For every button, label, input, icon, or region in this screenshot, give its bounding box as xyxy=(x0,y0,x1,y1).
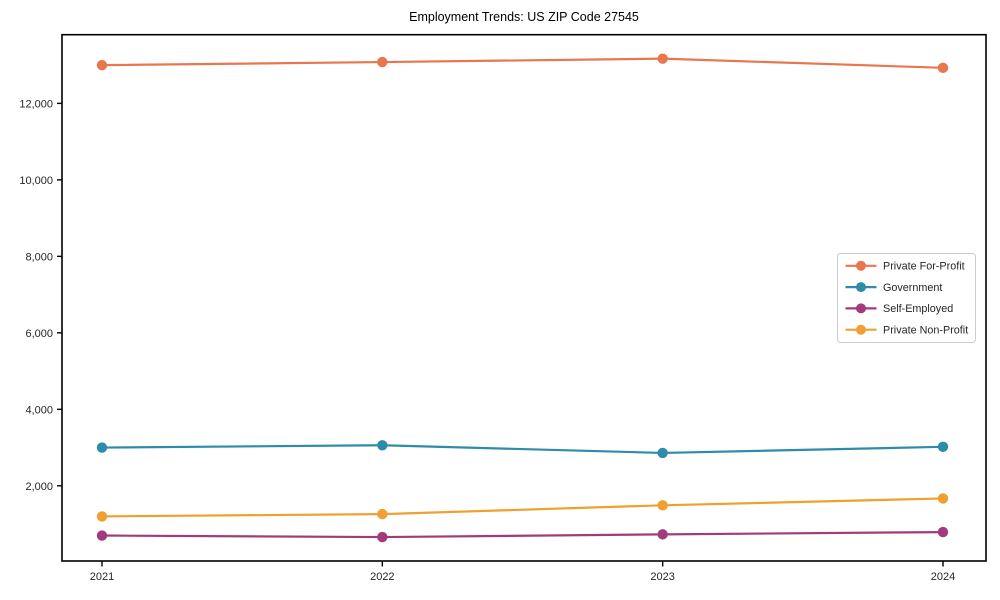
x-tick-label: 2022 xyxy=(370,571,394,583)
data-point-marker xyxy=(96,442,108,453)
data-point-marker xyxy=(377,440,388,451)
data-point-marker xyxy=(96,511,108,522)
x-tick-label: 2024 xyxy=(931,571,955,583)
y-tick-label: 12,000 xyxy=(19,98,53,110)
data-point-marker xyxy=(657,500,668,511)
data-point-marker xyxy=(657,53,668,64)
chart-title: Employment Trends: US ZIP Code 27545 xyxy=(409,10,639,24)
legend-label: Private Non-Profit xyxy=(883,325,968,337)
data-point-marker xyxy=(657,529,668,540)
y-tick-label: 4,000 xyxy=(25,404,53,416)
data-point-marker xyxy=(377,508,388,520)
data-point-marker xyxy=(377,531,388,543)
legend-box xyxy=(837,253,976,343)
series-line xyxy=(101,57,944,69)
series-line xyxy=(101,530,944,539)
legend-label: Self-Employed xyxy=(883,303,953,315)
legend-label: Government xyxy=(883,282,942,294)
x-tick-label: 2023 xyxy=(650,571,674,583)
data-point-marker xyxy=(96,59,108,71)
series-line xyxy=(101,497,944,518)
data-point-marker xyxy=(937,441,949,453)
data-point-marker xyxy=(96,530,108,541)
series-line xyxy=(101,444,944,455)
y-tick-label: 2,000 xyxy=(25,481,53,493)
data-point-marker xyxy=(937,493,949,504)
x-tick-label: 2021 xyxy=(90,571,114,583)
y-tick-label: 6,000 xyxy=(25,328,53,340)
data-point-marker xyxy=(377,56,388,68)
y-tick-label: 8,000 xyxy=(25,251,53,263)
legend-label: Private For-Profit xyxy=(883,261,965,273)
legend-swatch-marker xyxy=(856,303,866,314)
y-tick-label: 10,000 xyxy=(19,175,53,187)
plot-frame xyxy=(61,33,987,562)
legend-swatch-marker xyxy=(856,324,866,335)
data-point-marker xyxy=(937,526,949,538)
legend-swatch-marker xyxy=(856,260,866,271)
data-point-marker xyxy=(937,62,949,74)
data-point-marker xyxy=(657,447,668,459)
legend-swatch-marker xyxy=(856,282,866,293)
